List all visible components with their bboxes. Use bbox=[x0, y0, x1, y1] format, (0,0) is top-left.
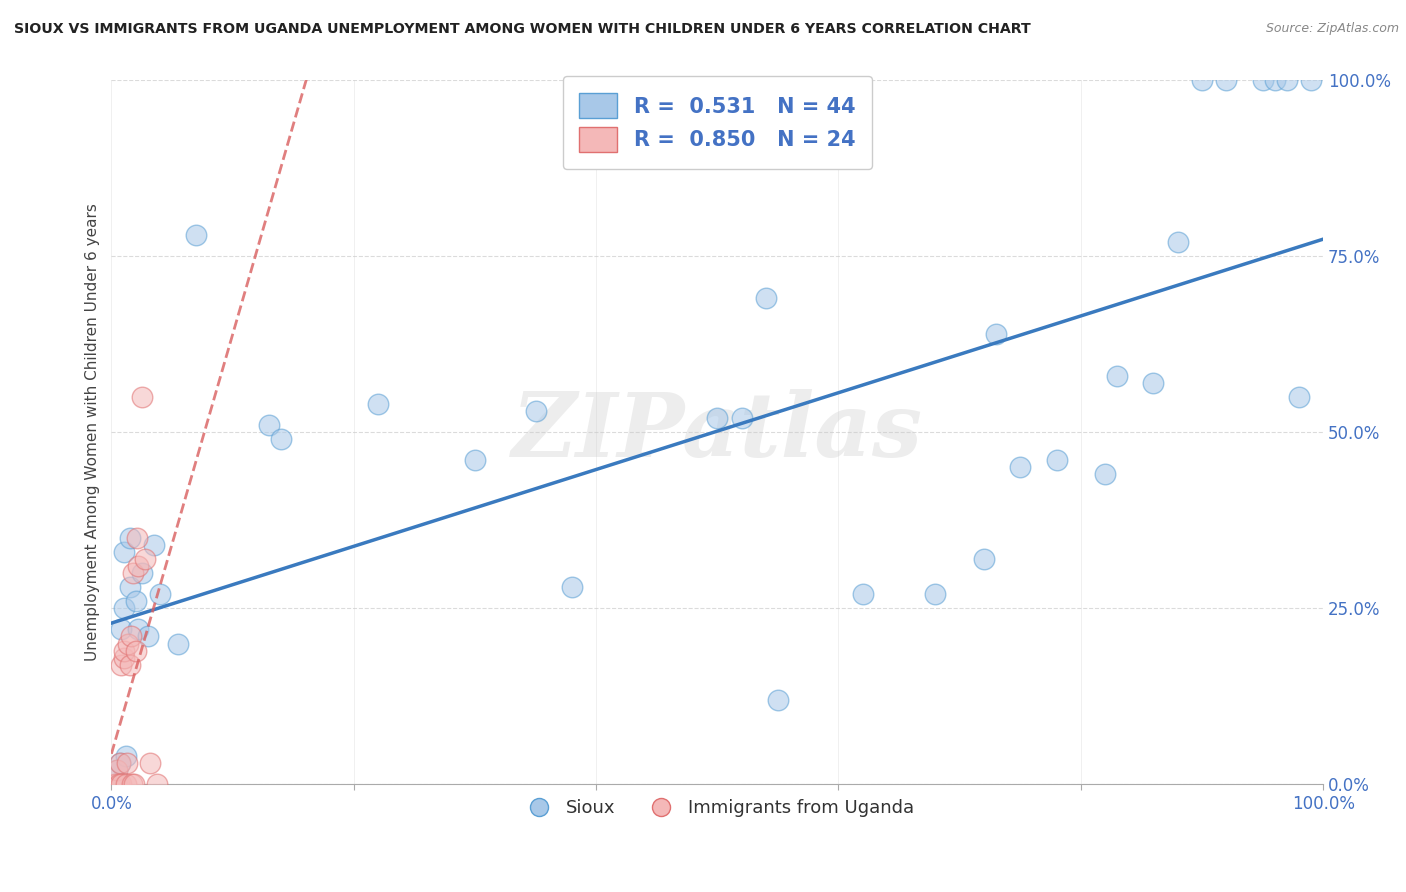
Point bbox=[1107, 368, 1129, 383]
Point bbox=[115, 756, 138, 771]
Point bbox=[257, 418, 280, 433]
Point bbox=[1275, 73, 1298, 87]
Point bbox=[115, 749, 138, 764]
Point bbox=[107, 764, 129, 778]
Point bbox=[730, 411, 752, 425]
Point bbox=[1045, 453, 1067, 467]
Point bbox=[127, 623, 149, 637]
Y-axis label: Unemployment Among Women with Children Under 6 years: Unemployment Among Women with Children U… bbox=[86, 203, 100, 661]
Point bbox=[118, 657, 141, 672]
Point bbox=[127, 559, 149, 574]
Point bbox=[766, 693, 789, 707]
Point bbox=[367, 397, 389, 411]
Point bbox=[1264, 73, 1286, 87]
Point bbox=[105, 777, 128, 791]
Point bbox=[131, 566, 153, 580]
Point bbox=[1191, 73, 1213, 87]
Point bbox=[464, 453, 486, 467]
Point bbox=[121, 777, 143, 791]
Point bbox=[112, 545, 135, 559]
Point bbox=[117, 636, 139, 650]
Point bbox=[524, 404, 547, 418]
Point bbox=[110, 623, 132, 637]
Point bbox=[107, 764, 129, 778]
Point bbox=[1142, 376, 1164, 390]
Point bbox=[1299, 73, 1322, 87]
Point bbox=[1288, 390, 1310, 404]
Point bbox=[924, 587, 946, 601]
Point bbox=[146, 777, 169, 791]
Point bbox=[1251, 73, 1274, 87]
Point bbox=[104, 777, 127, 791]
Point bbox=[107, 777, 129, 791]
Point bbox=[1215, 73, 1237, 87]
Point bbox=[186, 227, 208, 242]
Point bbox=[107, 777, 129, 791]
Point bbox=[984, 326, 1007, 341]
Point bbox=[136, 630, 159, 644]
Point bbox=[108, 756, 131, 771]
Point bbox=[1010, 460, 1032, 475]
Text: Source: ZipAtlas.com: Source: ZipAtlas.com bbox=[1265, 22, 1399, 36]
Point bbox=[120, 630, 142, 644]
Point bbox=[755, 291, 778, 305]
Point bbox=[124, 777, 146, 791]
Point bbox=[112, 643, 135, 657]
Point bbox=[108, 756, 131, 771]
Point bbox=[167, 636, 190, 650]
Point bbox=[115, 777, 138, 791]
Point bbox=[561, 580, 583, 594]
Point bbox=[706, 411, 728, 425]
Point bbox=[124, 643, 146, 657]
Point bbox=[1167, 235, 1189, 249]
Point bbox=[125, 531, 148, 545]
Point bbox=[149, 587, 172, 601]
Point bbox=[118, 531, 141, 545]
Point bbox=[118, 580, 141, 594]
Point bbox=[131, 390, 153, 404]
Point bbox=[142, 538, 165, 552]
Point bbox=[110, 777, 132, 791]
Point bbox=[852, 587, 875, 601]
Legend: Sioux, Immigrants from Uganda: Sioux, Immigrants from Uganda bbox=[513, 792, 921, 825]
Point bbox=[270, 432, 292, 446]
Point bbox=[139, 756, 162, 771]
Point bbox=[973, 552, 995, 566]
Text: SIOUX VS IMMIGRANTS FROM UGANDA UNEMPLOYMENT AMONG WOMEN WITH CHILDREN UNDER 6 Y: SIOUX VS IMMIGRANTS FROM UGANDA UNEMPLOY… bbox=[14, 22, 1031, 37]
Point bbox=[110, 657, 132, 672]
Point bbox=[112, 650, 135, 665]
Point bbox=[124, 594, 146, 608]
Point bbox=[122, 566, 145, 580]
Point bbox=[1094, 467, 1116, 482]
Point bbox=[134, 552, 156, 566]
Point bbox=[112, 601, 135, 615]
Text: ZIPatlas: ZIPatlas bbox=[512, 389, 922, 475]
